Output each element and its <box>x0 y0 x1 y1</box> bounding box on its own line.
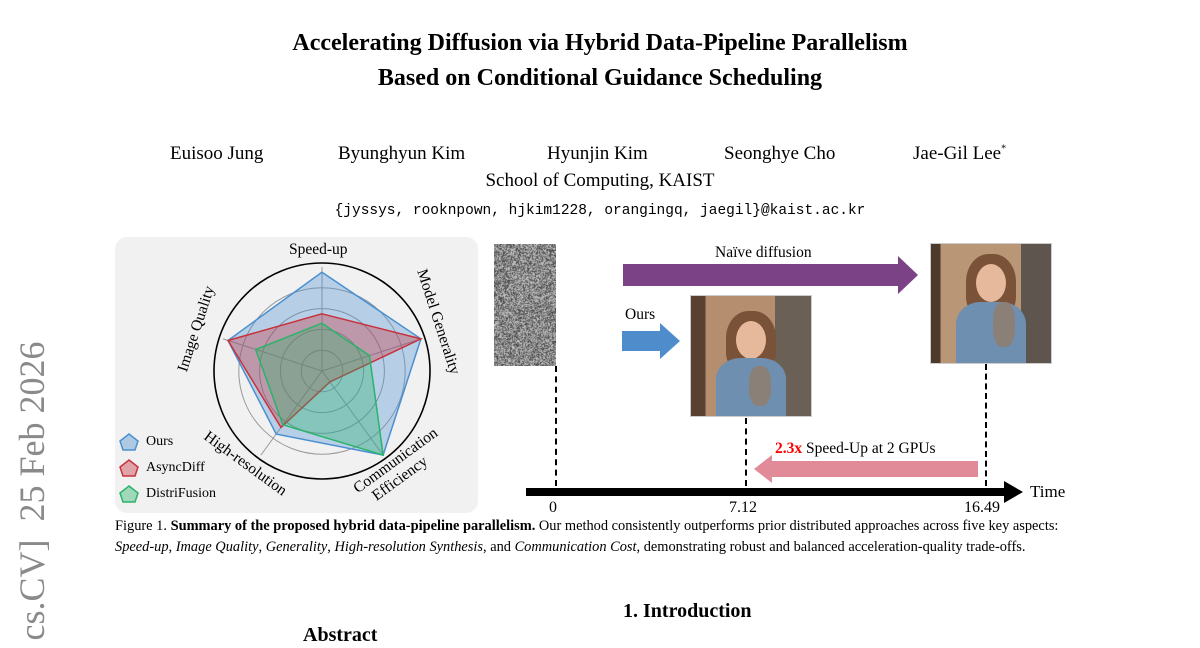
caption-italic: Communication Cost <box>515 539 637 555</box>
author: Jae-Gil Lee* <box>913 143 1006 165</box>
tick-label: 7.12 <box>729 499 757 517</box>
caption-italic: Speed-up <box>115 539 169 555</box>
caption-text: Our method consistently outperforms prio… <box>535 518 1058 534</box>
legend-label: Ours <box>146 434 173 450</box>
pentagon-icon <box>118 458 140 478</box>
legend-label: DistriFusion <box>146 486 216 502</box>
author: Hyunjin Kim <box>547 143 648 165</box>
time-axis-arrow <box>526 481 1026 503</box>
ours-arrow <box>620 323 682 359</box>
tick-label: 0 <box>549 499 557 517</box>
caption-bold: Summary of the proposed hybrid data-pipe… <box>171 518 536 534</box>
caption-text: , <box>169 539 176 555</box>
section-heading-abstract: Abstract <box>303 624 377 647</box>
corresponding-mark: * <box>1001 144 1006 155</box>
legend: Ours AsyncDiff DistriFusion <box>118 429 216 507</box>
caption-italic: Generality <box>266 539 328 555</box>
generated-image-naive <box>930 243 1052 364</box>
author: Euisoo Jung <box>170 143 263 165</box>
caption-text: , <box>258 539 265 555</box>
generated-image-ours <box>690 295 812 417</box>
noise-image <box>494 244 556 366</box>
author: Seonghye Cho <box>724 143 835 165</box>
tick-guide-16-49 <box>985 364 987 486</box>
caption-italic: Image Quality <box>176 539 259 555</box>
tick-guide-7-12 <box>745 418 747 486</box>
pentagon-icon <box>118 432 140 452</box>
caption-text: , and <box>483 539 515 555</box>
paper-title: Accelerating Diffusion via Hybrid Data-P… <box>0 26 1200 96</box>
caption-text: , demonstrating robust and balanced acce… <box>637 539 1026 555</box>
emails: {jyssys, rooknpown, hjkim1228, orangingq… <box>0 203 1200 219</box>
legend-label: AsyncDiff <box>146 460 205 476</box>
speedup-arrow <box>752 455 980 483</box>
title-line-2: Based on Conditional Guidance Scheduling <box>0 61 1200 96</box>
arxiv-stamp: cs.CV] 25 Feb 2026 <box>11 341 53 641</box>
author-name: Jae-Gil Lee <box>913 143 1001 164</box>
section-heading-introduction: 1. Introduction <box>623 600 752 623</box>
tick-label: 16.49 <box>964 499 1000 517</box>
legend-item-asyncdiff: AsyncDiff <box>118 455 216 481</box>
caption-label: Figure 1. <box>115 518 171 534</box>
affiliation: School of Computing, KAIST <box>0 170 1200 192</box>
time-axis-label: Time <box>1030 482 1065 502</box>
legend-item-distrifusion: DistriFusion <box>118 481 216 507</box>
author: Byunghyun Kim <box>338 143 465 165</box>
caption-italic: High-resolution Synthesis <box>334 539 483 555</box>
tick-guide-0 <box>555 366 557 486</box>
legend-item-ours: Ours <box>118 429 216 455</box>
title-line-1: Accelerating Diffusion via Hybrid Data-P… <box>0 26 1200 61</box>
ours-label: Ours <box>625 306 655 324</box>
naive-arrow <box>620 254 920 296</box>
pentagon-icon <box>118 484 140 504</box>
axis-label-speed-up: Speed-up <box>289 241 348 259</box>
figure-caption: Figure 1. Summary of the proposed hybrid… <box>115 516 1090 558</box>
